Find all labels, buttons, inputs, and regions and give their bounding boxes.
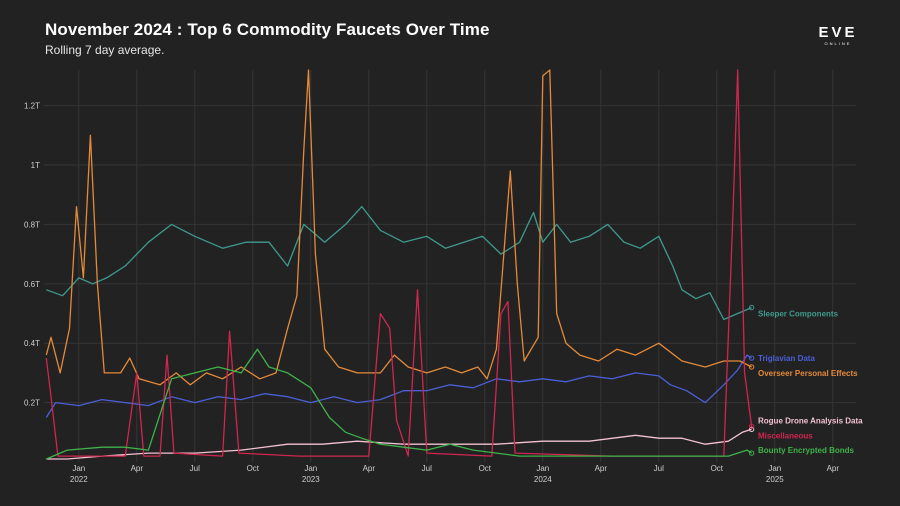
legend-label-overseer-personal-effects: Overseer Personal Effects <box>758 369 858 378</box>
eve-online-logo: EVE ONLINE <box>818 24 857 46</box>
legend: Sleeper Components Triglavian Data Oversee… <box>758 310 863 456</box>
legend-label-rogue-drone-analysis-data: Rogue Drone Analysis Data <box>758 416 863 425</box>
x-tick-label: Oct <box>711 464 724 473</box>
y-tick-label: 0.8T <box>24 220 40 229</box>
series-line-triglavian-data <box>45 354 752 418</box>
x-tick-label: Apr <box>131 464 144 473</box>
series-line-rogue-drone-analysis-data <box>46 428 752 460</box>
series-end-marker <box>748 450 755 456</box>
x-tick-year: 2024 <box>534 475 552 484</box>
logo-text: EVE <box>818 24 857 41</box>
series-lines <box>45 69 755 460</box>
series-line-bounty-encrypted-bonds <box>46 348 752 460</box>
series-line-sleeper-components <box>46 205 752 321</box>
x-tick-year: 2022 <box>70 475 88 484</box>
chart-title: November 2024 : Top 6 Commodity Faucets … <box>45 20 490 39</box>
y-tick-label: 1T <box>31 161 40 170</box>
x-tick-label: Jan <box>536 464 549 473</box>
series-end-marker <box>748 364 755 370</box>
x-tick-label: Oct <box>479 464 492 473</box>
legend-label-triglavian-data: Triglavian Data <box>758 354 815 363</box>
series-end-marker <box>748 304 755 311</box>
logo-subtext: ONLINE <box>825 41 852 46</box>
legend-label-miscellaneous: Miscellaneous <box>758 431 813 440</box>
series-line-miscellaneous <box>45 69 753 457</box>
legend-label-sleeper-components: Sleeper Components <box>758 310 839 319</box>
x-tick-label: Apr <box>363 464 376 473</box>
series-line-overseer-personal-effects <box>45 69 752 386</box>
axis-ticks: 0.2T 0.4T 0.6T 0.8T 1T 1.2T Jan 2022 Apr Jul Oct Ja… <box>24 102 839 484</box>
series-end-marker <box>748 355 755 361</box>
series-end-marker <box>748 426 755 433</box>
y-tick-label: 1.2T <box>24 102 40 111</box>
y-tick-label: 0.6T <box>24 280 40 289</box>
x-tick-label: Jul <box>190 464 200 473</box>
y-tick-label: 0.2T <box>24 399 40 408</box>
x-tick-label: Jan <box>72 464 85 473</box>
x-tick-year: 2025 <box>766 475 784 484</box>
y-tick-label: 0.4T <box>24 339 40 348</box>
x-tick-label: Jul <box>654 464 664 473</box>
x-tick-label: Apr <box>827 464 840 473</box>
x-tick-label: Oct <box>247 464 260 473</box>
x-tick-label: Apr <box>595 464 608 473</box>
x-tick-label: Jan <box>304 464 317 473</box>
chart-subtitle: Rolling 7 day average. <box>45 43 165 57</box>
gridlines <box>44 70 856 462</box>
x-tick-label: Jul <box>422 464 432 473</box>
series-end-marker <box>748 423 755 430</box>
x-tick-year: 2023 <box>302 475 320 484</box>
x-tick-label: Jan <box>768 464 781 473</box>
legend-label-bounty-encrypted-bonds: Bounty Encrypted Bonds <box>758 446 855 455</box>
